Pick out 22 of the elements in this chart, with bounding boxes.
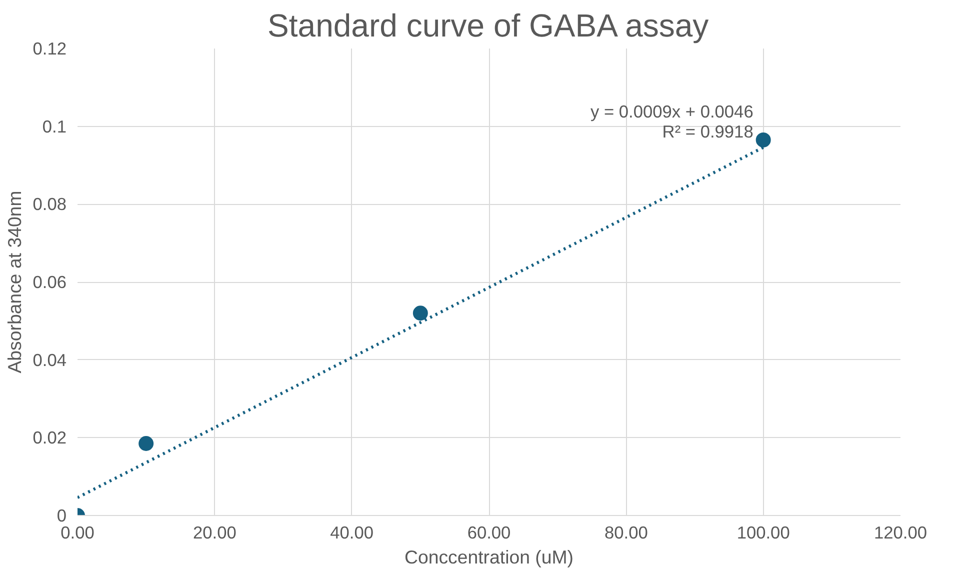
y-tick-label: 0.08	[32, 194, 67, 214]
x-tick-label: 80.00	[604, 522, 648, 542]
x-tick-label: 0.00	[60, 522, 94, 542]
chart-title: Standard curve of GABA assay	[268, 8, 709, 44]
x-tick-label: 40.00	[330, 522, 374, 542]
y-tick-label: 0.02	[32, 428, 67, 448]
point	[138, 436, 154, 451]
point	[756, 132, 771, 148]
x-tick-label: 60.00	[467, 522, 511, 542]
y-tick-label: 0.1	[42, 116, 67, 136]
y-axis-title: Absorbance at 340nm	[4, 190, 25, 374]
x-tick-label: 120.00	[874, 522, 927, 542]
annotation: R² = 0.9918	[662, 121, 754, 142]
x-tick-label: 20.00	[192, 522, 236, 542]
y-tick-label: 0.06	[32, 272, 67, 292]
annotation: y = 0.0009x + 0.0046	[590, 101, 754, 122]
y-tick-label: 0.12	[32, 38, 67, 58]
point	[412, 306, 428, 321]
x-axis-title: Conccentration (uM)	[404, 546, 574, 568]
x-tick-label: 100.00	[736, 522, 790, 542]
y-tick-label: 0.04	[32, 350, 67, 370]
y-tick-label: 0	[56, 506, 67, 526]
